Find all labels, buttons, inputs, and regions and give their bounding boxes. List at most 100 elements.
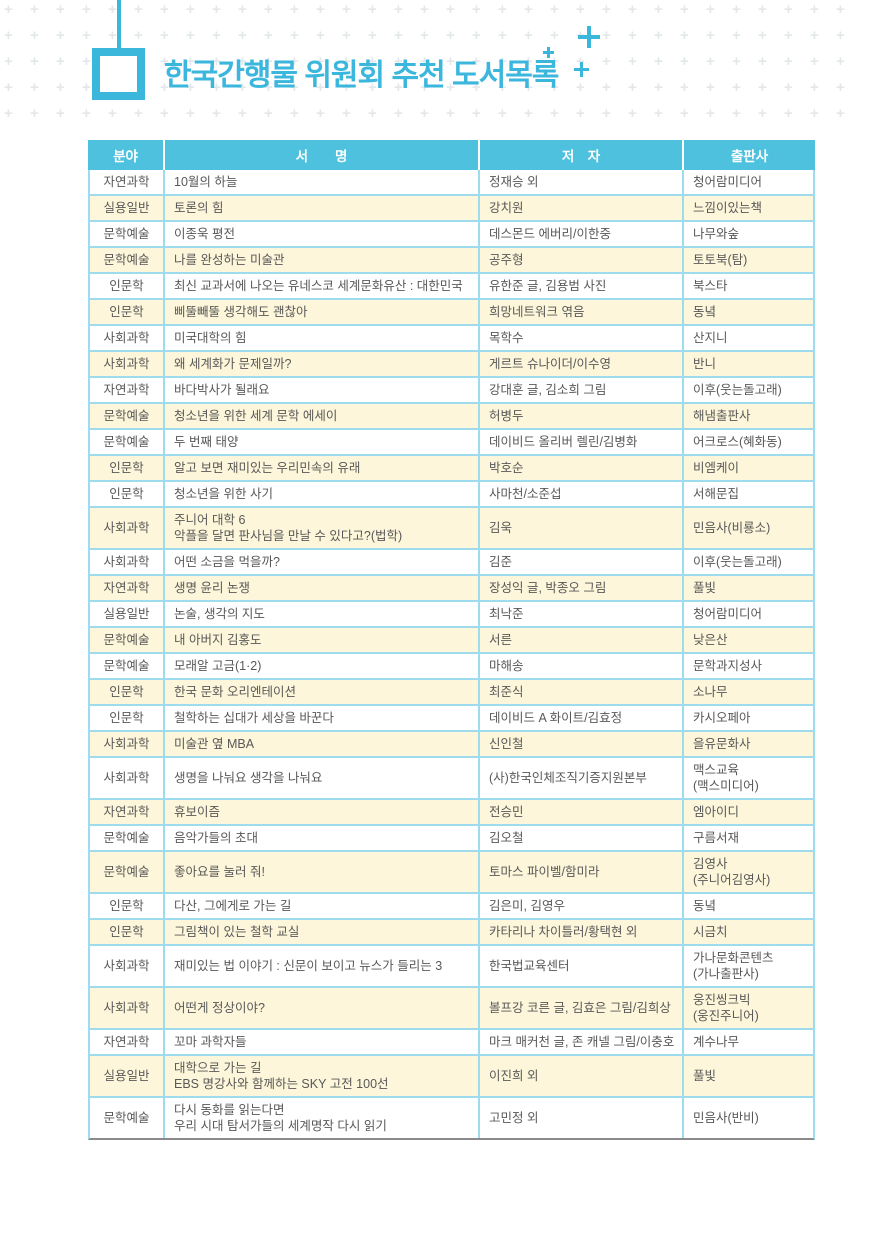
grid-plus-mark: + xyxy=(706,27,715,44)
grid-plus-mark: + xyxy=(160,1,169,18)
table-row: 실용일반 논술, 생각의 지도 최낙준 청어람미디어 xyxy=(90,602,813,628)
cell-publisher: 청어람미디어 xyxy=(682,170,813,194)
grid-plus-mark: + xyxy=(420,79,429,96)
cell-publisher: 느낌이있는책 xyxy=(682,196,813,220)
grid-plus-mark: + xyxy=(784,105,793,122)
plus-grid-pattern: + + + + + + + + + + + + + + + + + + + + + + + + + + + + + + + + + + + + + + + +… xyxy=(0,0,870,128)
grid-plus-mark: + xyxy=(628,1,637,18)
grid-plus-mark: + xyxy=(290,53,299,70)
grid-plus-mark: + xyxy=(160,79,169,96)
table-row: 문학예술 청소년을 위한 세계 문학 에세이 허병두 해냄출판사 xyxy=(90,404,813,430)
grid-plus-mark: + xyxy=(238,53,247,70)
cell-field: 문학예술 xyxy=(103,831,150,845)
cell-author: 신인철 xyxy=(478,732,682,756)
grid-plus-mark: + xyxy=(420,105,429,122)
cell-book-title: 좋아요를 눌러 줘! xyxy=(163,852,478,892)
cell-book-title: 주니어 대학 6 악플을 달면 판사님을 만날 수 있다고?(법학) xyxy=(163,508,478,548)
grid-plus-mark: + xyxy=(134,1,143,18)
cell-publisher: 풀빛 xyxy=(682,1056,813,1096)
cell-publisher: 소나무 xyxy=(682,680,813,704)
grid-plus-mark: + xyxy=(706,53,715,70)
grid-plus-mark: + xyxy=(732,105,741,122)
table-row: 문학예술 음악가들의 초대 김오철 구름서재 xyxy=(90,826,813,852)
cell-author: 정재승 외 xyxy=(478,170,682,194)
grid-plus-mark: + xyxy=(836,1,845,18)
grid-plus-mark: + xyxy=(524,27,533,44)
grid-plus-mark: + xyxy=(706,79,715,96)
cell-publisher: 민음사(반비) xyxy=(682,1098,813,1138)
grid-plus-mark: + xyxy=(56,105,65,122)
cell-author: 데스몬드 에버리/이한중 xyxy=(478,222,682,246)
cell-book-title: 휴보이즘 xyxy=(163,800,478,824)
table-row: 문학예술 두 번째 태양 데이비드 올리버 렐린/김병화 어크로스(혜화동) xyxy=(90,430,813,456)
grid-plus-mark: + xyxy=(160,53,169,70)
grid-plus-mark: + xyxy=(264,53,273,70)
cell-field: 실용일반 xyxy=(103,1069,150,1083)
grid-plus-mark: + xyxy=(732,27,741,44)
cell-book-title: 두 번째 태양 xyxy=(163,430,478,454)
grid-plus-mark: + xyxy=(420,53,429,70)
cell-author: 이진희 외 xyxy=(478,1056,682,1096)
cell-field: 자연과학 xyxy=(103,581,150,595)
table-header-row: 분야 서 명 저 자 출판사 xyxy=(88,140,815,170)
cell-author: 김오철 xyxy=(478,826,682,850)
cell-field: 인문학 xyxy=(109,925,144,939)
cell-author: 전승민 xyxy=(478,800,682,824)
cell-publisher: 민음사(비룡소) xyxy=(682,508,813,548)
cell-book-title: 왜 세계화가 문제일까? xyxy=(163,352,478,376)
table-row: 자연과학 바다박사가 될래요 강대훈 글, 김소희 그림 이후(웃는돌고래) xyxy=(90,378,813,404)
cell-publisher: 어크로스(혜화동) xyxy=(682,430,813,454)
grid-plus-mark: + xyxy=(810,79,819,96)
grid-plus-mark: + xyxy=(82,105,91,122)
cell-publisher: 가나문화콘텐츠 (가나출판사) xyxy=(682,946,813,986)
grid-plus-mark: + xyxy=(472,79,481,96)
table-row: 인문학 청소년을 위한 사기 사마천/소준섭 서해문집 xyxy=(90,482,813,508)
grid-plus-mark: + xyxy=(784,1,793,18)
cell-book-title: 미국대학의 힘 xyxy=(163,326,478,350)
table-row: 문학예술 이종욱 평전 데스몬드 에버리/이한중 나무와숲 xyxy=(90,222,813,248)
grid-plus-mark: + xyxy=(550,1,559,18)
cell-publisher: 맥스교육 (맥스미디어) xyxy=(682,758,813,798)
grid-plus-mark: + xyxy=(680,79,689,96)
cell-book-title: 논술, 생각의 지도 xyxy=(163,602,478,626)
grid-plus-mark: + xyxy=(576,79,585,96)
cell-book-title: 한국 문화 오리엔테이션 xyxy=(163,680,478,704)
cell-book-title: 청소년을 위한 세계 문학 에세이 xyxy=(163,404,478,428)
grid-plus-mark: + xyxy=(108,1,117,18)
page-title: 한국간행물 위원회 추천 도서목록 xyxy=(164,59,559,92)
cell-field: 사회과학 xyxy=(103,521,150,535)
cell-field: 인문학 xyxy=(109,711,144,725)
grid-plus-mark: + xyxy=(524,1,533,18)
cell-publisher: 시금치 xyxy=(682,920,813,944)
grid-plus-mark: + xyxy=(342,79,351,96)
grid-plus-mark: + xyxy=(446,105,455,122)
grid-plus-mark: + xyxy=(810,105,819,122)
cell-author: 최낙준 xyxy=(478,602,682,626)
cell-field: 인문학 xyxy=(109,279,144,293)
grid-plus-mark: + xyxy=(316,53,325,70)
grid-plus-mark: + xyxy=(602,79,611,96)
cell-author: 카타리나 차이틀러/황택현 외 xyxy=(478,920,682,944)
grid-plus-mark: + xyxy=(342,1,351,18)
grid-plus-mark: + xyxy=(342,53,351,70)
cell-author: 볼프강 코른 글, 김효은 그림/김희상 xyxy=(478,988,682,1028)
cell-book-title: 미술관 옆 MBA xyxy=(163,732,478,756)
table-row: 문학예술 나를 완성하는 미술관 공주형 토토북(탐) xyxy=(90,248,813,274)
grid-plus-mark: + xyxy=(264,27,273,44)
grid-plus-mark: + xyxy=(238,79,247,96)
cell-publisher: 나무와숲 xyxy=(682,222,813,246)
grid-plus-mark: + xyxy=(758,105,767,122)
grid-plus-mark: + xyxy=(654,105,663,122)
grid-plus-mark: + xyxy=(56,27,65,44)
grid-plus-mark: + xyxy=(134,105,143,122)
grid-plus-mark: + xyxy=(342,105,351,122)
cell-field: 인문학 xyxy=(109,487,144,501)
grid-plus-mark: + xyxy=(420,27,429,44)
grid-plus-mark: + xyxy=(368,27,377,44)
cell-author: 허병두 xyxy=(478,404,682,428)
grid-plus-mark: + xyxy=(654,53,663,70)
cell-publisher: 계수나무 xyxy=(682,1030,813,1054)
cell-field: 자연과학 xyxy=(103,175,150,189)
cell-publisher: 동녘 xyxy=(682,300,813,324)
grid-plus-mark: + xyxy=(706,1,715,18)
